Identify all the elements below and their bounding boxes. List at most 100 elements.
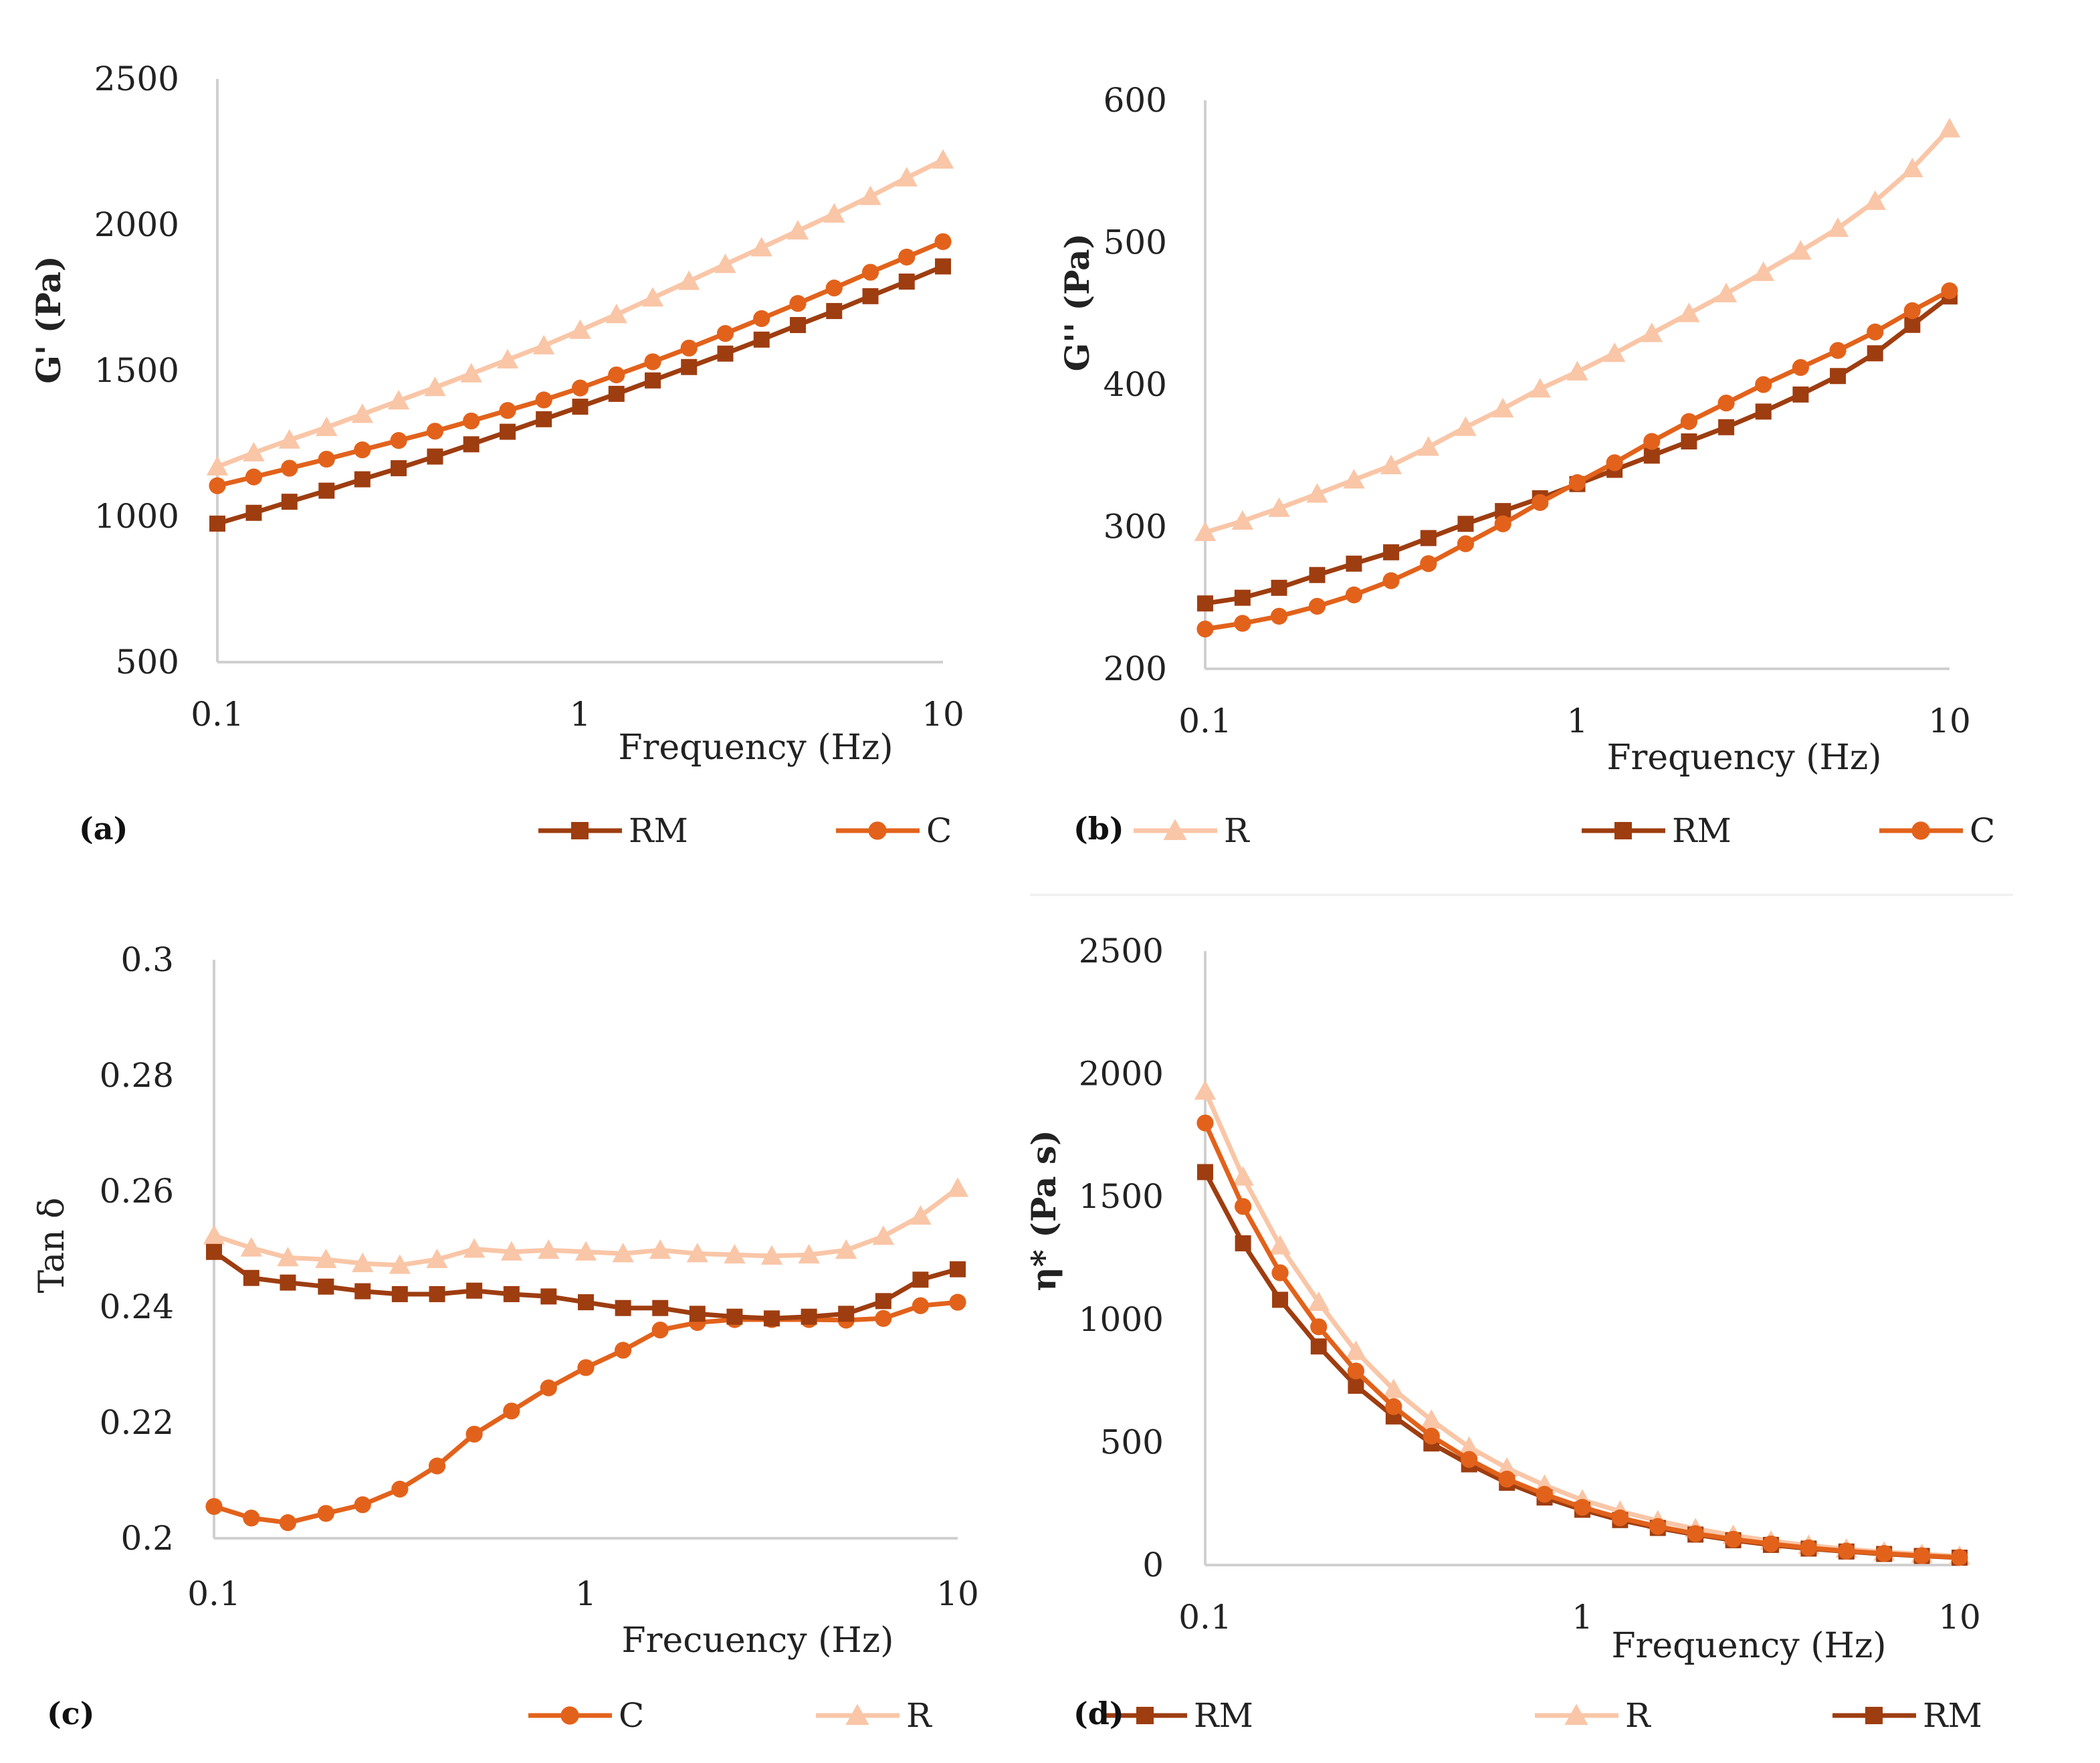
y-tick-label: 2000 [94,205,179,244]
legend-label: R [906,1696,932,1735]
data-point-r [750,237,772,257]
data-point-rm [689,1306,706,1322]
data-point-r [352,1252,374,1273]
panel-label: (d) [1073,1695,1124,1732]
data-point-c [1461,1451,1478,1468]
data-point-r [1421,1409,1443,1429]
data-point-r [1268,497,1290,517]
legend-label: R [1625,1696,1651,1735]
data-point-r [1790,240,1812,260]
legend-marker-c [868,821,887,840]
data-point-rm [1643,447,1660,464]
data-point-c [1235,1198,1252,1215]
x-axis-title: Frequency (Hz) [618,728,893,768]
data-point-rm [578,1294,594,1311]
data-point-c [861,264,879,281]
legend-label: RM [1923,1696,1982,1735]
data-point-c [716,325,734,342]
series-c [1196,282,1958,638]
data-point-r [1231,510,1254,530]
legend-item-r: R [1134,811,1250,850]
x-tick-label: 1 [1567,702,1588,740]
data-point-r [1529,378,1551,398]
panel-c-tan-delta-chart: 0.2 0.22 0.24 0.26 0.28 0.3 0.1 1 10 Frecuency (H… [32,940,1253,1735]
data-point-c [753,310,770,327]
data-point-rm [875,1293,891,1310]
x-axis-title: Frecuency (Hz) [622,1621,894,1661]
data-point-c [1951,1549,1968,1566]
data-point-r [574,1241,597,1261]
data-point-r [463,1238,486,1258]
y-tick-label: 1500 [94,351,179,390]
data-point-c [1382,572,1400,589]
y-tick-label: 600 [1104,81,1167,120]
data-point-c [1494,515,1511,532]
data-point-r [1269,1235,1291,1255]
panel-b-gdoubleprime-chart: 200 300 400 500 600 0.1 1 10 Frequency (Hz) G'' (… [1057,81,1995,850]
data-point-c [608,366,625,384]
data-point-r [206,455,229,476]
data-point-c [1867,323,1884,340]
data-point-c [317,1505,334,1522]
legend-label: C [1970,811,1995,850]
data-point-rm [726,1308,743,1325]
data-point-r [1641,322,1663,342]
data-point-r [946,1177,969,1197]
data-point-c [1913,1547,1931,1564]
x-tick-label: 10 [1928,702,1971,740]
data-point-rm [536,411,552,427]
data-point-rm [1867,345,1883,362]
legend-marker-rm [571,822,589,839]
legend-item-rm: RM [538,811,688,850]
data-point-c [949,1293,966,1311]
data-point-rm [912,1271,929,1288]
data-point-rm [1904,316,1921,333]
legend-item-c: C [1879,811,1995,850]
legend-marker-r [1564,1703,1588,1726]
data-point-c [1196,1114,1214,1132]
data-point-c [209,477,226,494]
data-point-c [1308,597,1326,615]
data-point-c [354,1496,371,1514]
data-point-r [1382,1378,1405,1398]
legend-label: C [619,1696,644,1735]
data-point-r [1194,521,1217,541]
data-point-r [316,416,338,436]
data-point-rm [243,1269,259,1286]
data-point-rm [206,1243,222,1260]
data-point-c [1792,358,1809,377]
data-point-r [1458,1436,1480,1456]
data-point-rm [681,358,698,375]
data-point-c [1755,376,1772,393]
data-point-r [1715,282,1738,302]
data-point-c [1829,342,1847,359]
series-r [1194,118,1961,541]
data-point-rm [789,316,806,333]
data-point-c [1310,1318,1328,1336]
data-point-rm [281,494,298,510]
x-tick-label: 1 [570,695,591,734]
data-point-r [798,1243,820,1264]
data-point-r [1603,342,1626,362]
data-point-r [389,1254,411,1274]
y-tick-label: 500 [1100,1423,1164,1461]
data-point-c [1345,586,1363,604]
y-axis-title: G' (Pa) [29,255,68,383]
data-point-rm [354,1283,371,1300]
data-point-c [789,295,807,312]
data-point-c [535,391,552,409]
data-point-c [1649,1518,1667,1535]
data-point-rm [645,372,661,389]
data-point-c [428,1457,446,1475]
data-point-rm [753,331,770,348]
data-point-c [1762,1535,1780,1553]
data-point-rm [1457,516,1474,532]
legend-marker-c [560,1706,579,1725]
data-point-c [1423,1427,1440,1445]
data-point-r [859,185,881,205]
data-point-r [1345,1340,1367,1360]
y-tick-label: 500 [1104,223,1167,262]
data-point-r [760,1245,783,1265]
data-point-c [1457,535,1475,552]
